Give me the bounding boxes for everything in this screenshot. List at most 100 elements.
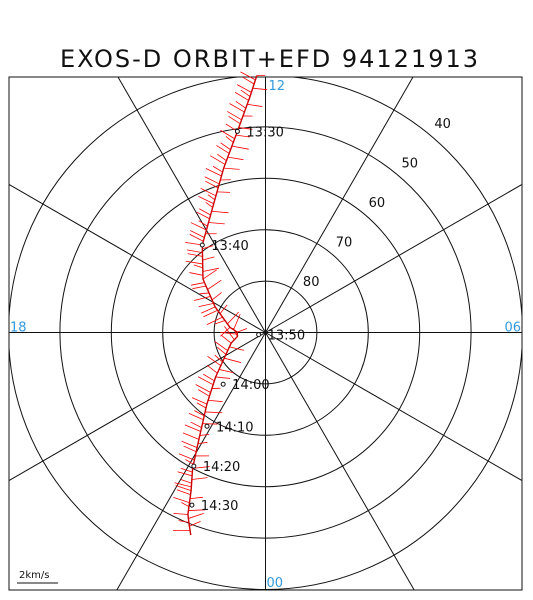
efd-vector <box>240 89 251 97</box>
efd-vector <box>189 521 201 527</box>
efd-vector <box>198 196 214 205</box>
efd-vector <box>208 222 225 225</box>
efd-vector <box>205 411 223 414</box>
efd-vector <box>196 211 210 220</box>
efd-vector <box>229 346 245 351</box>
mlt-spoke-2 <box>265 332 415 591</box>
efd-vector <box>238 127 253 130</box>
efd-vector <box>198 389 210 397</box>
efd-vector <box>228 115 241 125</box>
efd-vector <box>205 168 222 177</box>
efd-vector <box>220 142 231 151</box>
efd-vector <box>199 208 211 216</box>
efd-vector <box>183 445 197 453</box>
time-mark-label: 13:50 <box>268 329 305 344</box>
time-marks: 13:30 13:40 13:50 14:00 14:10 14:20 14:30 <box>189 125 305 514</box>
chart-title: EXOS-D ORBIT+EFD 94121913 <box>60 45 480 73</box>
efd-vector <box>197 442 208 444</box>
efd-vector <box>242 76 255 85</box>
efd-vector <box>174 482 192 488</box>
mlt-spoke-14 <box>117 76 266 333</box>
efd-vector <box>180 479 192 484</box>
efd-vectors <box>172 71 268 532</box>
efd-vector <box>189 496 204 499</box>
efd-vector <box>204 176 220 185</box>
efd-vector <box>176 489 191 495</box>
efd-vector <box>227 311 239 325</box>
efd-vector <box>188 513 204 519</box>
time-mark-label: 14:00 <box>232 378 269 393</box>
efd-vector <box>217 153 227 162</box>
mlt-label-06: 06 <box>504 321 521 336</box>
time-mark-dot <box>256 332 262 338</box>
efd-vector <box>198 302 214 307</box>
efd-vector <box>185 459 194 465</box>
efd-vector <box>197 376 214 386</box>
lat-label-60: 60 <box>369 196 386 211</box>
efd-vector <box>175 485 192 492</box>
vector-scale-label: 2km/s <box>19 570 49 581</box>
efd-vector <box>203 309 218 318</box>
efd-vector <box>215 376 231 379</box>
efd-vector <box>214 354 223 363</box>
efd-vector <box>205 202 213 208</box>
efd-vector <box>206 316 223 325</box>
efd-vector <box>225 136 234 143</box>
time-mark-label: 14:20 <box>203 460 240 475</box>
efd-vector <box>194 410 205 417</box>
efd-vector <box>193 264 203 269</box>
efd-vector <box>198 220 208 227</box>
efd-vector <box>202 256 215 261</box>
lat-label-40: 40 <box>434 117 451 132</box>
efd-vector <box>224 357 242 363</box>
efd-vector <box>206 364 218 374</box>
efd-vector <box>220 331 238 335</box>
efd-vector <box>218 369 234 374</box>
efd-vector <box>234 92 249 101</box>
efd-vector <box>219 304 228 314</box>
mlt-spoke-8 <box>265 183 523 333</box>
mlt-label-00: 00 <box>267 576 284 591</box>
efd-vector <box>180 467 193 473</box>
efd-vector <box>211 292 222 301</box>
efd-vector <box>211 210 229 214</box>
efd-vector <box>196 402 207 409</box>
efd-vector <box>200 188 217 197</box>
efd-vector <box>223 167 240 170</box>
efd-vector <box>202 267 220 272</box>
efd-vector <box>201 306 216 314</box>
efd-vector <box>190 421 202 428</box>
mlt-labels: 12 06 18 00 <box>10 79 521 591</box>
vector-scale: 2km/s <box>17 570 58 584</box>
efd-vector <box>199 292 210 295</box>
time-mark-dot <box>234 128 240 134</box>
efd-vector <box>184 424 201 432</box>
efd-vector <box>189 234 204 242</box>
efd-vector <box>190 282 205 286</box>
efd-vector <box>207 279 222 290</box>
time-mark-dot <box>204 423 210 429</box>
efd-vector <box>224 326 235 341</box>
polar-grid <box>8 76 523 591</box>
efd-vector <box>237 328 248 333</box>
time-mark-dot <box>191 463 197 469</box>
efd-vector <box>203 373 215 382</box>
efd-vector <box>231 145 249 150</box>
efd-vector <box>186 249 203 253</box>
efd-vector <box>188 509 206 511</box>
efd-vector <box>217 346 227 355</box>
efd-vector <box>199 434 210 436</box>
mlt-label-12: 12 <box>269 79 286 94</box>
efd-vector <box>178 453 195 461</box>
efd-vector <box>220 327 231 337</box>
efd-vector <box>185 241 203 246</box>
efd-vector <box>247 103 263 107</box>
efd-vector <box>191 477 208 480</box>
mlt-spoke-20 <box>8 332 266 482</box>
efd-vector <box>193 296 211 301</box>
mlt-spoke-4 <box>265 332 523 482</box>
efd-vector <box>207 355 222 367</box>
orbit-track <box>187 75 258 536</box>
time-mark-dot <box>189 502 195 508</box>
